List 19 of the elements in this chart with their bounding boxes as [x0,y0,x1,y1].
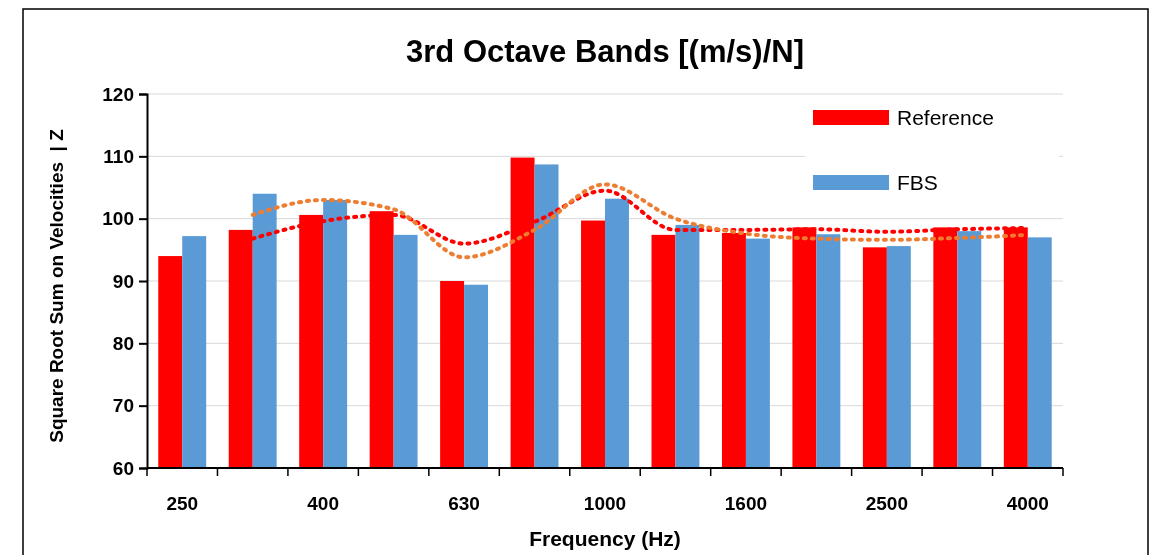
x-tick-label: 1000 [583,493,627,514]
x-tick-label: 250 [166,493,199,514]
y-tick-label: 100 [102,208,134,230]
y-tick-label: 110 [103,145,134,167]
x-tick-label: 1600 [724,493,768,514]
x-axis-title: Frequency (Hz) [529,527,681,550]
chart-title: 3rd Octave Bands [(m/s)/N] [406,34,804,69]
x-tick-label: 4000 [1006,493,1049,514]
y-tick-label: 70 [112,395,134,417]
y-tick-label: 120 [102,83,134,105]
y-tick-label: 60 [112,457,134,479]
x-tick-label: 400 [307,493,340,514]
y-tick-label: 90 [112,270,134,292]
y-axis-title: Square Root Sum on Velocities | Z [46,128,67,443]
legend-label: FBS [897,171,938,194]
legend-label: Reference [897,106,994,129]
y-tick-label: 80 [112,332,134,354]
x-tick-label: 2500 [865,493,908,514]
x-tick-label: 630 [448,493,480,514]
